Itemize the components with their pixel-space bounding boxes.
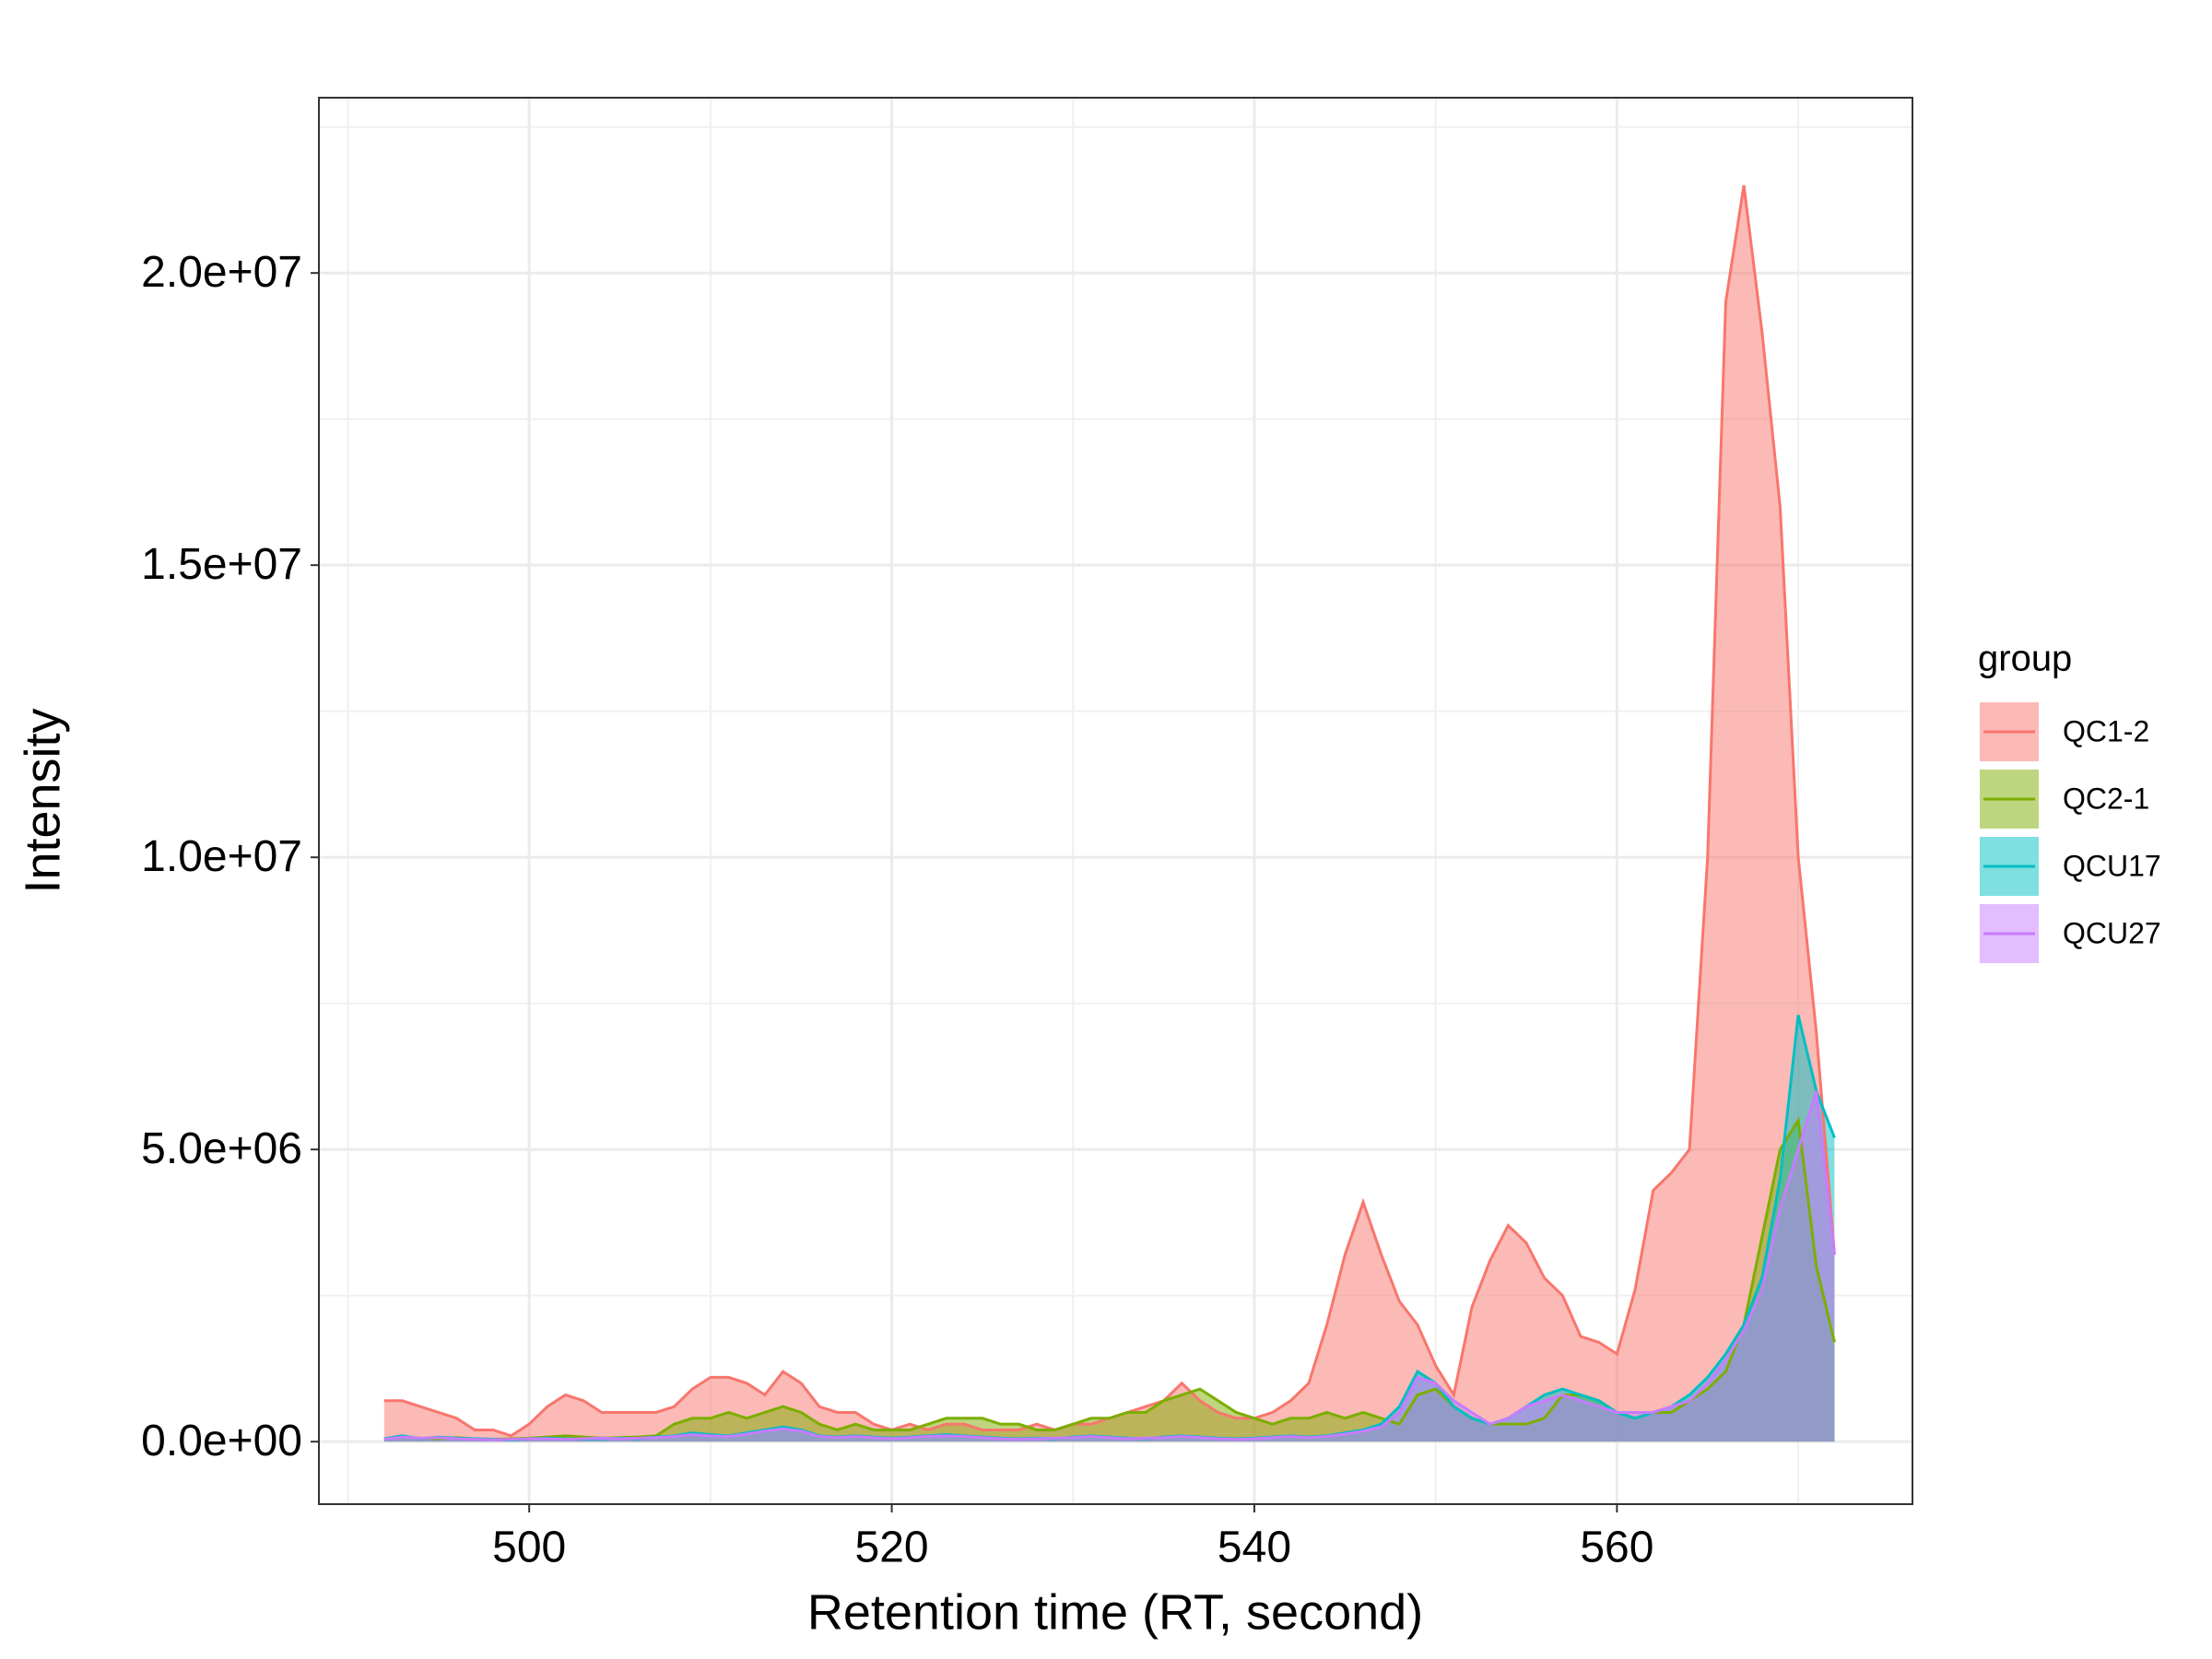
x-tick-label: 560 [1580, 1524, 1653, 1572]
y-tick-label: 5.0e+06 [141, 1124, 302, 1173]
plot-border [318, 97, 1913, 1505]
line [383, 1090, 1836, 1441]
legend-label: QCU27 [2063, 916, 2161, 949]
area [383, 185, 1835, 1442]
legend-label: QCU17 [2063, 849, 2161, 882]
legend-label: QC2-1 [2063, 782, 2149, 815]
y-tick-label: 1.0e+07 [141, 832, 302, 881]
x-tick-label: 500 [492, 1524, 566, 1572]
y-tick-label: 0.0e+00 [141, 1417, 302, 1465]
area [383, 1090, 1835, 1442]
y-tick-label: 1.5e+07 [141, 540, 302, 589]
x-axis-title: Retention time (RT, second) [807, 1584, 1423, 1640]
legend-label: QC1-2 [2063, 714, 2149, 747]
y-tick-label: 2.0e+07 [141, 248, 302, 297]
x-tick-label: 540 [1218, 1524, 1291, 1572]
x-tick-label: 520 [855, 1524, 929, 1572]
y-axis-title: Intensity [15, 708, 70, 893]
legend-title: group [1978, 639, 2072, 679]
